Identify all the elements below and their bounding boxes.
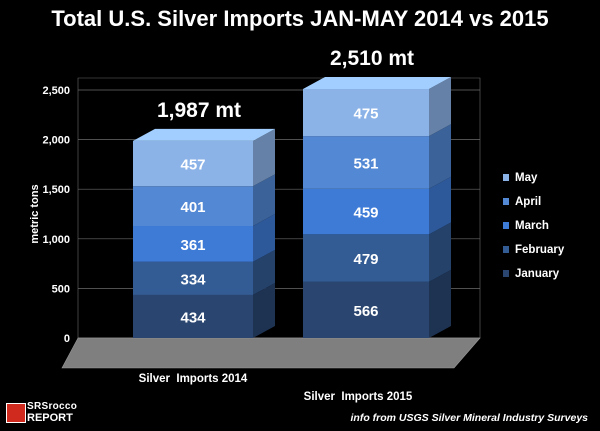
bar-value-label: 531 [353,155,378,172]
bar-segment [133,261,253,295]
logo-line-1: SRSrocco [27,401,78,412]
bar-value-label: 434 [180,309,206,326]
bar-total-label: 1,987 mt [157,99,241,122]
legend-entry: February [515,244,565,256]
srsrocco-logo: SRSrocco REPORT [6,401,92,425]
bar-segment-side [429,176,451,235]
legend-swatch [503,198,509,205]
legend-swatch [503,174,509,181]
y-tick-label: 0 [64,333,70,345]
bar-value-label: 361 [180,237,205,254]
source-note: info from USGS Silver Mineral Industry S… [350,412,588,424]
bar-segment [303,89,429,137]
bar-value-label: 475 [353,106,378,123]
bar-segment-side [253,174,275,227]
legend-entry: March [515,220,549,232]
bar-value-label: 459 [353,205,378,222]
bar-segment-side [253,128,275,187]
logo-line-2: REPORT [27,412,73,424]
legend-entry: April [515,196,541,208]
chart-title: Total U.S. Silver Imports JAN-MAY 2014 v… [51,6,549,31]
bar-segment [303,281,429,338]
bar-segment-side [253,282,275,338]
y-tick-label: 1,500 [42,184,70,196]
y-tick-label: 2,000 [42,135,70,147]
bar-value-label: 566 [353,303,378,320]
bar-segment [133,226,253,262]
chart-floor [61,337,481,369]
bar-segment [133,186,253,227]
x-category-label: Silver Imports 2015 [304,391,413,403]
bar-segment-side [253,214,275,262]
legend-swatch [503,246,509,253]
bar-segment-side [429,222,451,282]
legend-entry: January [515,268,560,280]
bar-segment-side [429,124,451,189]
bar-segment-side [429,77,451,137]
y-tick-label: 1,000 [42,234,70,246]
y-tick-label: 2,500 [42,85,70,97]
x-category-label: Silver Imports 2014 [139,373,248,385]
bar-value-label: 457 [180,157,205,174]
bar-value-label: 479 [353,251,378,268]
bar-segment [303,234,429,282]
y-axis-label: metric tons [29,184,41,243]
bar-value-label: 401 [180,199,205,216]
bar-segment [303,188,429,235]
bar-segment [303,136,429,189]
bar-segment-side [429,269,451,338]
legend-entry: May [515,172,538,184]
bar-segment [133,294,253,338]
bar-value-label: 334 [180,271,206,288]
bar-top-face [303,77,451,90]
bar-segment-side [253,249,275,295]
legend-swatch [503,270,509,277]
legend-swatch [503,222,509,229]
bar-total-label: 2,510 mt [330,47,414,70]
y-tick-label: 500 [52,283,70,295]
bar-top-face [133,128,275,141]
logo-mark-icon [6,403,26,423]
bar-segment [133,140,253,187]
